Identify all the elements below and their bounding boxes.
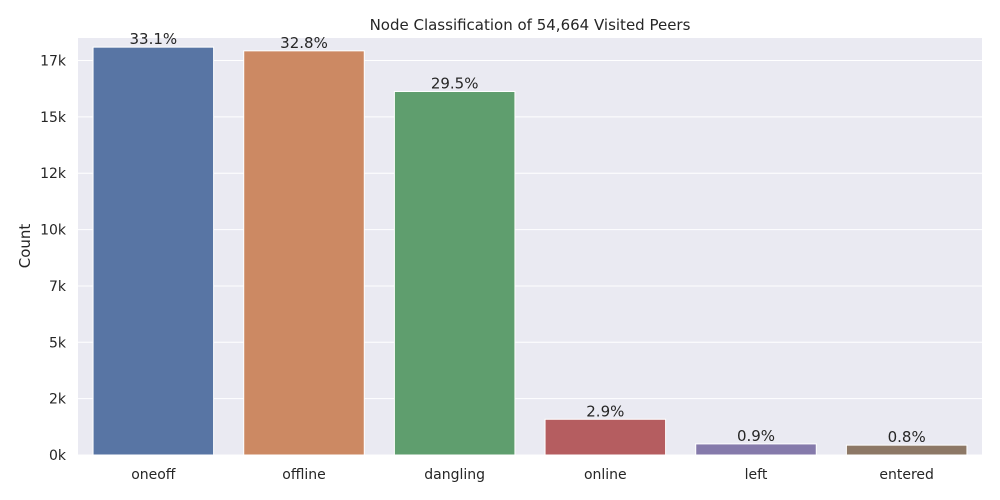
x-tick-label-dangling: dangling xyxy=(424,467,485,483)
data-label-dangling: 29.5% xyxy=(431,75,479,93)
y-tick-label: 15k xyxy=(40,110,67,126)
bar-oneoff xyxy=(92,46,215,456)
y-tick-label: 0k xyxy=(49,448,67,464)
data-labels: 33.1% 32.8% 29.5% 2.9% 0.9% 0.8% xyxy=(130,30,926,446)
x-tick-label-offline: offline xyxy=(282,467,325,483)
plot-background xyxy=(78,38,982,455)
x-tick-label-online: online xyxy=(584,467,627,483)
bar-dangling xyxy=(393,91,516,456)
y-tick-label: 2k xyxy=(49,392,67,408)
y-axis-label: Count xyxy=(16,224,34,269)
gridlines xyxy=(78,60,982,456)
data-label-left: 0.9% xyxy=(737,427,775,445)
data-label-offline: 32.8% xyxy=(280,34,328,52)
data-label-online: 2.9% xyxy=(586,402,624,420)
y-tick-label: 12k xyxy=(40,166,67,182)
x-tick-label-oneoff: oneoff xyxy=(131,467,176,483)
bar-entered xyxy=(845,444,968,456)
x-tick-labels: oneoff offline dangling online left entered xyxy=(131,467,934,483)
y-tick-label: 10k xyxy=(40,223,67,239)
chart-title: Node Classification of 54,664 Visited Pe… xyxy=(370,16,691,34)
y-tick-label: 17k xyxy=(40,54,67,70)
data-label-entered: 0.8% xyxy=(888,428,926,446)
data-label-oneoff: 33.1% xyxy=(130,30,178,48)
x-tick-label-entered: entered xyxy=(879,467,934,483)
y-tick-label: 5k xyxy=(49,335,67,351)
bar-offline xyxy=(243,50,365,456)
bars xyxy=(92,46,968,456)
bar-online xyxy=(544,418,667,456)
y-tick-label: 7k xyxy=(49,279,67,295)
y-tick-labels: 0k 2k 5k 7k 10k 12k 15k 17k xyxy=(40,54,67,464)
x-tick-label-left: left xyxy=(745,467,768,483)
bar-left xyxy=(695,443,817,456)
